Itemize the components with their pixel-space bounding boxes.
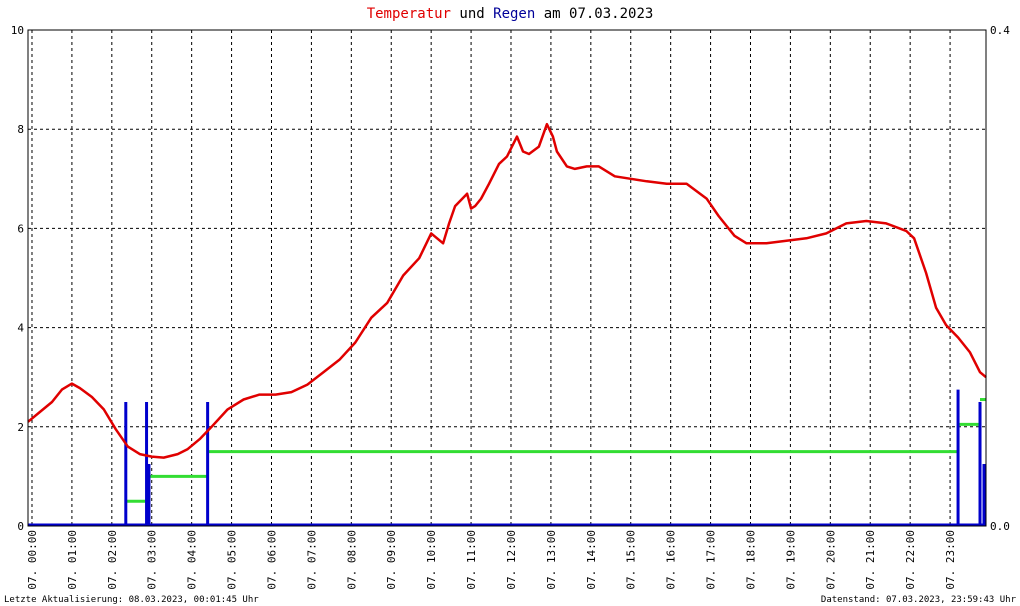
x-tick-label: 07. 14:00 (585, 530, 598, 590)
x-tick-label: 07. 10:00 (425, 530, 438, 590)
title-temperature: Temperatur (367, 6, 451, 22)
x-tick-label: 07. 20:00 (824, 530, 837, 590)
title-date: am 07.03.2023 (535, 6, 653, 22)
x-tick-label: 07. 19:00 (784, 530, 797, 590)
x-tick-label: 07. 02:00 (106, 530, 119, 590)
grid (28, 30, 986, 526)
y-left-tick-label: 0 (17, 520, 24, 533)
y-right-tick-label: 0.0 (990, 520, 1010, 533)
x-tick-label: 07. 03:00 (146, 530, 159, 590)
rain-bars-series (124, 389, 986, 526)
rain-sum-series (28, 398, 986, 527)
temperature-line (27, 122, 987, 459)
x-tick-label: 07. 22:00 (904, 530, 917, 590)
x-tick-label: 07. 06:00 (265, 530, 278, 590)
y-axis-right: 0.0 0.4 (990, 24, 1010, 533)
x-tick-label: 07. 12:00 (505, 530, 518, 590)
x-tick-label: 07. 11:00 (465, 530, 478, 590)
x-tick-label: 07. 09:00 (385, 530, 398, 590)
chart-title: Temperatur und Regen am 07.03.2023 (367, 6, 654, 22)
x-axis: 07. 00:00 07. 01:00 07. 02:00 07. 03:00 07. … (26, 530, 957, 590)
title-rain: Regen (493, 6, 535, 22)
x-tick-label: 07. 05:00 (226, 530, 239, 590)
x-tick-label: 07. 18:00 (744, 530, 757, 590)
title-und: und (451, 6, 493, 22)
x-tick-label: 07. 15:00 (625, 530, 638, 590)
y-right-tick-label: 0.4 (990, 24, 1010, 37)
x-tick-label: 07. 23:00 (944, 530, 957, 590)
y-left-tick-label: 4 (17, 322, 24, 335)
x-tick-label: 07. 17:00 (705, 530, 718, 590)
x-tick-label: 07. 13:00 (545, 530, 558, 590)
y-left-tick-label: 8 (17, 123, 24, 136)
y-left-tick-label: 6 (17, 222, 24, 235)
y-left-tick-label: 2 (17, 421, 24, 434)
x-tick-label: 07. 01:00 (66, 530, 79, 590)
y-axis-left: 0 2 4 6 8 10 (11, 24, 25, 533)
y-left-tick-label: 10 (11, 24, 24, 37)
footer-last-update: Letzte Aktualisierung: 08.03.2023, 00:01… (4, 595, 259, 605)
x-tick-label: 07. 16:00 (665, 530, 678, 590)
x-tick-label: 07. 00:00 (26, 530, 39, 590)
x-tick-label: 07. 08:00 (345, 530, 358, 590)
footer-data-status: Datenstand: 07.03.2023, 23:59:43 Uhr (821, 595, 1017, 605)
x-tick-label: 07. 07:00 (305, 530, 318, 590)
plot-frame (27, 29, 987, 527)
x-tick-label: 07. 21:00 (864, 530, 877, 590)
x-tick-label: 07. 04:00 (186, 530, 199, 590)
